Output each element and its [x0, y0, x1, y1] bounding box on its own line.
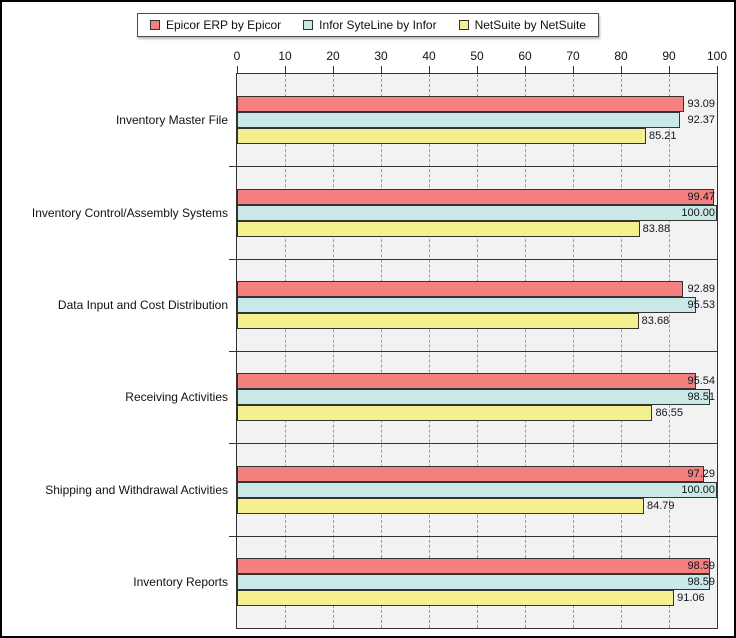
plot-area: 0 10 20 30 40 50 60 70 80 90 100 Inventory Master F… [32, 49, 727, 629]
x-tick-label: 80 [614, 49, 628, 63]
legend-item: NetSuite by NetSuite [458, 18, 586, 32]
category-label: Shipping and Withdrawal Activities [45, 482, 228, 497]
category-separator [229, 536, 717, 537]
bar-3-category-2 [237, 220, 640, 237]
bar-3-category-5 [237, 497, 644, 514]
value-label: 100.00 [681, 483, 715, 496]
bar-3-category-3 [237, 312, 639, 329]
x-tick-label: 10 [278, 49, 292, 63]
bar-2-category-6 [237, 573, 711, 590]
value-label: 95.53 [687, 298, 715, 311]
bar-3-category-6 [237, 589, 675, 606]
bar-3-category-4 [237, 405, 653, 422]
category-label: Inventory Control/Assembly Systems [31, 205, 228, 220]
bar-2-category-4 [237, 389, 710, 406]
legend-swatch-icon [458, 20, 469, 30]
x-tick-label: 70 [566, 49, 580, 63]
x-axis-tick [428, 66, 430, 74]
value-label: 92.37 [687, 114, 715, 127]
category-separator [229, 259, 717, 260]
value-label: 100.00 [681, 206, 715, 219]
x-tick-label: 100 [706, 49, 728, 63]
x-tick-label: 90 [662, 49, 676, 63]
legend-item: Infor SyteLine by Infor [303, 18, 437, 32]
x-axis-tick [236, 66, 238, 74]
value-label: 92.89 [687, 282, 715, 295]
value-label: 93.09 [687, 98, 715, 111]
bar-1-category-4 [237, 373, 696, 390]
legend: Epicor ERP by Epicor Infor SyteLine by In… [137, 13, 599, 37]
bar-1-category-3 [237, 280, 683, 297]
legend-swatch-icon [150, 20, 161, 30]
bar-1-category-1 [237, 96, 684, 113]
x-tick-label: 60 [518, 49, 532, 63]
x-axis-tick [572, 66, 574, 74]
legend-swatch-icon [303, 20, 314, 30]
bar-2-category-5 [237, 481, 717, 498]
x-axis-tick [284, 66, 286, 74]
x-tick-label: 50 [470, 49, 484, 63]
x-tick-label: 0 [233, 49, 241, 63]
legend-label: NetSuite by NetSuite [474, 18, 586, 32]
value-label: 84.79 [646, 499, 675, 512]
x-axis-tick [620, 66, 622, 74]
value-label: 98.51 [687, 391, 715, 404]
x-axis-tick [380, 66, 382, 74]
value-label: 99.47 [687, 190, 715, 203]
x-tick-label: 40 [422, 49, 436, 63]
value-label: 91.06 [677, 591, 705, 604]
legend-label: Infor SyteLine by Infor [319, 18, 437, 32]
x-axis-tick [332, 66, 334, 74]
value-label: 95.54 [687, 375, 715, 388]
legend-item: Epicor ERP by Epicor [150, 18, 281, 32]
value-label: 97.29 [687, 467, 715, 480]
bar-2-category-3 [237, 296, 696, 313]
bar-1-category-2 [237, 188, 715, 205]
value-label: 98.59 [687, 559, 715, 572]
bar-3-category-1 [237, 128, 646, 145]
category-label: Inventory Master File [115, 113, 228, 128]
x-axis-tick [668, 66, 670, 74]
category-separator [229, 351, 717, 352]
x-axis-tick [716, 66, 718, 74]
value-label: 83.68 [641, 314, 670, 327]
bar-2-category-1 [237, 112, 681, 129]
x-axis-tick [476, 66, 478, 74]
category-label: Receiving Activities [125, 390, 228, 405]
x-tick-label: 30 [374, 49, 388, 63]
category-label: Data Input and Cost Distribution [57, 297, 228, 312]
category-label: Inventory Reports [133, 574, 228, 589]
value-label: 86.55 [655, 407, 683, 420]
bar-1-category-6 [237, 557, 711, 574]
bar-2-category-2 [237, 204, 717, 221]
x-tick-label: 20 [326, 49, 340, 63]
bar-1-category-5 [237, 465, 704, 482]
x-axis-tick [524, 66, 526, 74]
category-separator [229, 443, 717, 444]
value-label: 85.21 [649, 130, 677, 143]
value-label: 83.88 [642, 222, 671, 235]
value-label: 98.59 [687, 575, 715, 588]
category-separator [229, 166, 717, 167]
legend-label: Epicor ERP by Epicor [166, 18, 282, 32]
